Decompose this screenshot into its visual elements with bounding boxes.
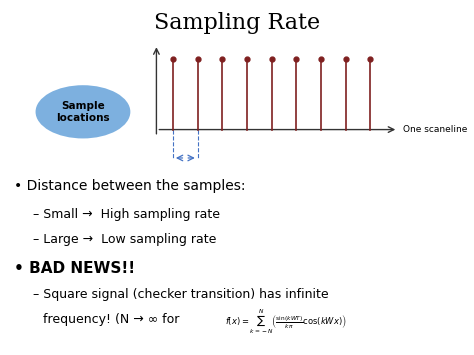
Text: $f(x) = \sum_{k=-N}^{N} \left(\frac{\sin(kWT)}{k\pi}\cos(kWx)\right)$: $f(x) = \sum_{k=-N}^{N} \left(\frac{\sin… (225, 307, 347, 336)
Text: – Small →  High sampling rate: – Small → High sampling rate (33, 208, 220, 221)
Text: • BAD NEWS!!: • BAD NEWS!! (14, 261, 136, 275)
Text: • Distance between the samples:: • Distance between the samples: (14, 179, 246, 193)
Text: Sampling Rate: Sampling Rate (154, 12, 320, 34)
Text: Sample
locations: Sample locations (56, 101, 110, 122)
Text: One scaneline: One scaneline (403, 125, 467, 134)
Text: – Large →  Low sampling rate: – Large → Low sampling rate (33, 233, 217, 246)
Text: frequency! (N → ∞ for: frequency! (N → ∞ for (43, 313, 179, 326)
Text: – Square signal (checker transition) has infinite: – Square signal (checker transition) has… (33, 288, 329, 301)
Ellipse shape (36, 85, 130, 138)
